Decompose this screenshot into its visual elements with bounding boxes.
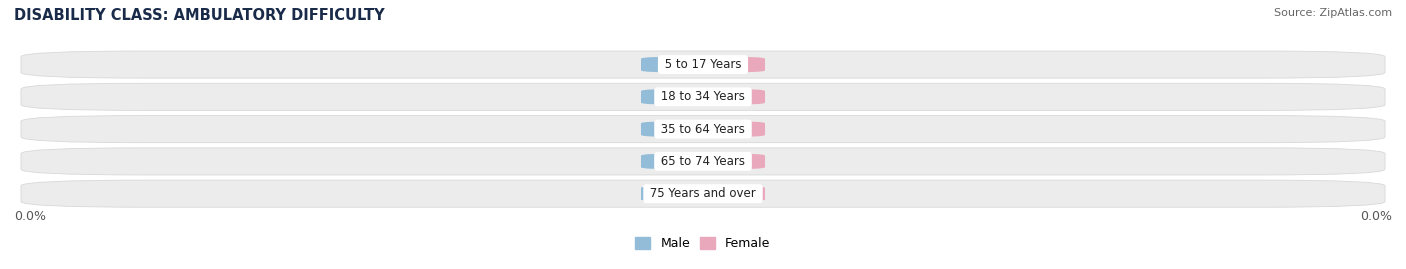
FancyBboxPatch shape: [696, 89, 765, 105]
Text: Source: ZipAtlas.com: Source: ZipAtlas.com: [1274, 8, 1392, 18]
FancyBboxPatch shape: [641, 89, 710, 105]
FancyBboxPatch shape: [696, 186, 765, 202]
Text: 0.0%: 0.0%: [716, 124, 745, 134]
FancyBboxPatch shape: [696, 121, 765, 137]
Legend: Male, Female: Male, Female: [630, 232, 776, 255]
Text: DISABILITY CLASS: AMBULATORY DIFFICULTY: DISABILITY CLASS: AMBULATORY DIFFICULTY: [14, 8, 385, 23]
Text: 0.0%: 0.0%: [661, 156, 690, 167]
Text: 18 to 34 Years: 18 to 34 Years: [657, 90, 749, 103]
FancyBboxPatch shape: [696, 153, 765, 169]
FancyBboxPatch shape: [21, 180, 1385, 207]
Text: 35 to 64 Years: 35 to 64 Years: [657, 123, 749, 136]
Text: 0.0%: 0.0%: [661, 59, 690, 70]
FancyBboxPatch shape: [21, 83, 1385, 110]
Text: 0.0%: 0.0%: [716, 59, 745, 70]
FancyBboxPatch shape: [21, 51, 1385, 78]
Text: 0.0%: 0.0%: [661, 92, 690, 102]
FancyBboxPatch shape: [21, 116, 1385, 143]
Text: 0.0%: 0.0%: [716, 156, 745, 167]
Text: 0.0%: 0.0%: [1360, 210, 1392, 223]
Text: 0.0%: 0.0%: [661, 124, 690, 134]
Text: 65 to 74 Years: 65 to 74 Years: [657, 155, 749, 168]
Text: 75 Years and over: 75 Years and over: [647, 187, 759, 200]
Text: 0.0%: 0.0%: [716, 189, 745, 199]
Text: 0.0%: 0.0%: [661, 189, 690, 199]
FancyBboxPatch shape: [21, 148, 1385, 175]
FancyBboxPatch shape: [696, 56, 765, 73]
FancyBboxPatch shape: [641, 186, 710, 202]
FancyBboxPatch shape: [641, 56, 710, 73]
Text: 0.0%: 0.0%: [14, 210, 46, 223]
Text: 5 to 17 Years: 5 to 17 Years: [661, 58, 745, 71]
FancyBboxPatch shape: [641, 121, 710, 137]
FancyBboxPatch shape: [641, 153, 710, 169]
Text: 0.0%: 0.0%: [716, 92, 745, 102]
